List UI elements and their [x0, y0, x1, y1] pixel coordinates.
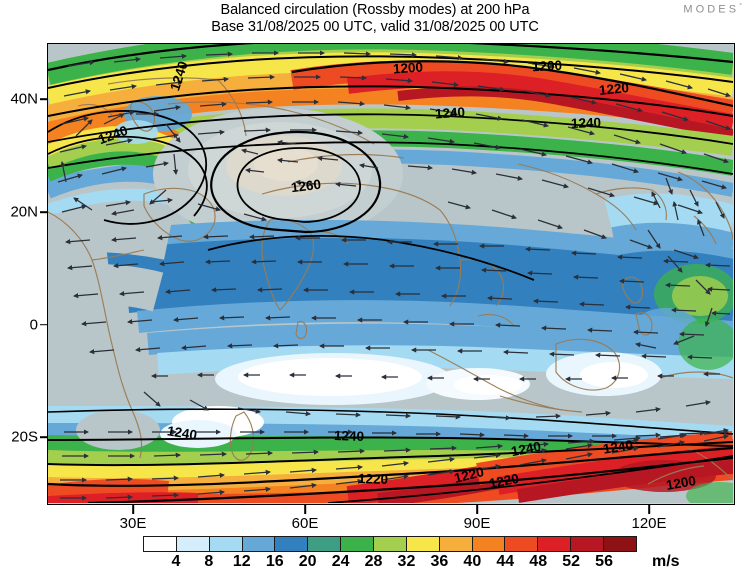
colorbar-band [571, 537, 605, 551]
y-axis-tick-label: 0 [29, 316, 38, 334]
colorbar-band [242, 537, 276, 551]
colorbar-tick-label: 4 [171, 553, 181, 570]
colorbar-tick-label: 36 [430, 553, 449, 570]
y-axis-tick-mark [40, 323, 47, 326]
page-title: Balanced circulation (Rossby modes) at 2… [220, 2, 530, 18]
modes-logo-mark: ° [739, 3, 742, 10]
colorbar-tick-label: 52 [562, 553, 581, 570]
modes-logo-text: MODES [683, 3, 740, 16]
colorbar-band [505, 537, 539, 551]
colorbar-band [538, 537, 572, 551]
x-axis-tick-mark [304, 505, 306, 514]
colorbar-tick-label: 24 [331, 553, 350, 570]
y-axis-tick-mark [40, 211, 47, 213]
colorbar-band [604, 537, 636, 551]
colorbar-tick-label: 12 [232, 553, 251, 570]
y-axis-tick-label: 40N [10, 90, 38, 108]
colorbar-tick-label: 48 [529, 553, 548, 570]
colorbar-tick-label: 44 [496, 553, 515, 570]
x-axis-tick-label: 30E [119, 515, 147, 532]
colorbar [143, 536, 637, 552]
colorbar-band [341, 537, 375, 551]
colorbar-tick-label: 56 [595, 553, 613, 570]
chart-subtitle: Base 31/08/2025 00 UTC, valid 31/08/2025… [211, 19, 539, 35]
x-axis-tick-mark [476, 505, 478, 514]
x-axis-tick-mark [132, 505, 134, 514]
colorbar-band [275, 537, 309, 551]
colorbar-tick-label: 40 [463, 553, 482, 570]
colorbar-ticks: 4 8 12 16 20 24 28 32 36 40 44 48 52 56 [143, 553, 637, 573]
colorbar-band [374, 537, 407, 551]
y-axis-tick-mark [40, 436, 47, 439]
x-axis-tick-mark [648, 505, 650, 514]
colorbar-tick-label: 28 [364, 553, 383, 570]
colorbar-tick-label: 16 [265, 553, 284, 570]
y-axis-tick-label: 20N [10, 203, 38, 221]
modes-logo: MODES° [683, 3, 742, 16]
colorbar-band [472, 537, 506, 551]
colorbar-tick-label: 8 [204, 553, 214, 570]
x-axis-tick-label: 120E [631, 515, 667, 532]
map-plot-area: 1240 1240 1200 1200 1220 1240 1240 1260 1240 1240… [47, 43, 735, 505]
colorbar-unit-label: m/s [652, 553, 680, 570]
chart-title-block: Balanced circulation (Rossby modes) at 2… [0, 2, 750, 36]
x-axis-tick-label: 90E [463, 515, 491, 532]
colorbar-band [406, 537, 440, 551]
colorbar-band [209, 537, 243, 551]
colorbar-band [176, 537, 210, 551]
colorbar-band [144, 537, 177, 551]
map-canvas [48, 44, 733, 503]
colorbar-tick-label: 20 [298, 553, 317, 570]
colorbar-band [308, 537, 342, 551]
y-axis-tick-mark [40, 98, 47, 101]
colorbar-band [439, 537, 473, 551]
colorbar-tick-label: 32 [397, 553, 416, 570]
x-axis-tick-label: 60E [291, 515, 319, 532]
y-axis-tick-label: 20S [11, 428, 38, 446]
